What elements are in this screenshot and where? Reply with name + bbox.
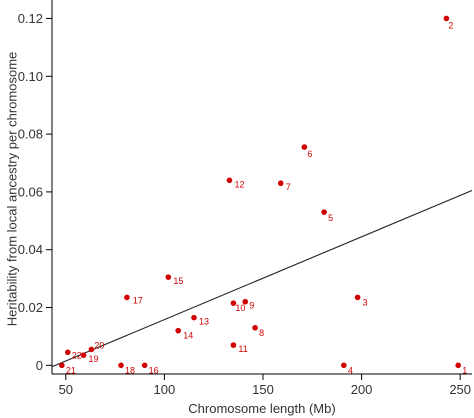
point-label: 3 (363, 297, 368, 307)
data-point (141, 362, 148, 369)
point-label: 7 (286, 182, 291, 192)
point-label: 6 (307, 149, 312, 159)
data-point (277, 180, 284, 187)
data-point (443, 15, 450, 22)
y-tick-label: 0.06 (18, 184, 43, 199)
y-ticks: 0 0.02 0.04 0.06 0.08 0.10 0.12 (18, 11, 52, 373)
data-point (175, 327, 181, 334)
point-label: 1 (462, 365, 467, 375)
x-tick-label: 100 (154, 382, 176, 397)
data-point (165, 274, 172, 280)
y-tick-label: 0.10 (18, 69, 43, 84)
point-label: 21 (66, 365, 76, 375)
point-label: 22 (72, 350, 82, 360)
y-tick-label: 0.08 (18, 127, 43, 142)
data-point (455, 362, 461, 369)
data-point (230, 342, 237, 348)
x-axis-title: Chromosome length (Mb) (188, 401, 335, 416)
data-point (80, 352, 87, 359)
point-label: 18 (125, 365, 135, 375)
data-point (124, 294, 130, 301)
data-point (341, 362, 347, 369)
y-tick-label: 0 (36, 358, 43, 373)
y-tick-label: 0.04 (18, 242, 43, 257)
point-label: 8 (259, 328, 264, 338)
data-point (321, 209, 327, 215)
data-point (252, 324, 258, 331)
data-point (301, 144, 308, 150)
point-label: 20 (94, 340, 104, 350)
axes (51, 0, 472, 375)
point-label: 4 (348, 365, 353, 375)
data-point (118, 362, 124, 369)
point-label: 15 (173, 276, 183, 286)
x-tick-label: 200 (351, 382, 373, 397)
point-label: 11 (238, 344, 247, 354)
point-label: 16 (149, 365, 159, 375)
trend-line (51, 189, 473, 368)
x-tick-label: 250 (449, 382, 471, 397)
point-label: 19 (89, 354, 99, 364)
x-tick-label: 150 (252, 382, 274, 397)
point-label: 13 (199, 317, 209, 327)
y-axis-title: Heritability from local ancestry per chr… (5, 52, 20, 327)
x-tick-label: 50 (59, 382, 73, 397)
data-point (354, 294, 361, 301)
data-point (230, 300, 237, 306)
point-label: 14 (183, 331, 193, 341)
data-point (88, 346, 95, 353)
x-ticks: 50 100 150 200 250 (59, 374, 471, 397)
point-label: 9 (249, 301, 254, 311)
data-point (242, 298, 249, 305)
point-label: 2 (448, 20, 453, 30)
data-point (64, 349, 71, 356)
data-point (226, 177, 233, 184)
data-point (191, 314, 197, 321)
y-tick-label: 0.02 (18, 300, 43, 315)
data-point (59, 362, 65, 369)
point-label: 5 (328, 213, 333, 223)
y-tick-label: 0.12 (18, 11, 43, 26)
point-label: 10 (235, 303, 245, 313)
point-label: 17 (133, 295, 143, 305)
point-label: 12 (234, 179, 244, 189)
